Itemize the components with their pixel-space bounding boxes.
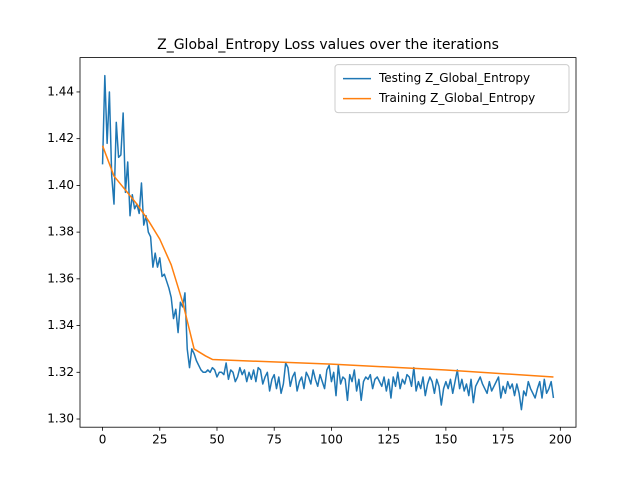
y-tick-label: 1.38 bbox=[47, 225, 74, 239]
x-tick-label: 0 bbox=[99, 433, 107, 447]
legend-label: Training Z_Global_Entropy bbox=[378, 91, 535, 105]
x-tick-label: 150 bbox=[434, 433, 457, 447]
y-tick-label: 1.32 bbox=[47, 365, 74, 379]
data-line bbox=[101, 145, 554, 378]
x-tick-label: 125 bbox=[377, 433, 400, 447]
x-tick-label: 25 bbox=[152, 433, 167, 447]
chart-title: Z_Global_Entropy Loss values over the it… bbox=[157, 37, 499, 53]
y-tick-label: 1.30 bbox=[47, 412, 74, 426]
x-tick-label: 75 bbox=[267, 433, 282, 447]
y-tick-label: 1.34 bbox=[47, 318, 74, 332]
legend-box bbox=[334, 64, 570, 114]
plot-frame bbox=[79, 57, 577, 428]
x-tick-label: 200 bbox=[549, 433, 572, 447]
data-line bbox=[101, 74, 555, 411]
x-tick-label: 100 bbox=[320, 433, 343, 447]
x-tick-label: 175 bbox=[492, 433, 515, 447]
y-tick-label: 1.42 bbox=[47, 131, 74, 145]
x-tick-label: 50 bbox=[209, 433, 224, 447]
y-tick-label: 1.40 bbox=[47, 178, 74, 192]
y-tick-label: 1.44 bbox=[47, 84, 74, 98]
legend-label: Testing Z_Global_Entropy bbox=[378, 71, 530, 85]
y-tick-label: 1.36 bbox=[47, 271, 74, 285]
